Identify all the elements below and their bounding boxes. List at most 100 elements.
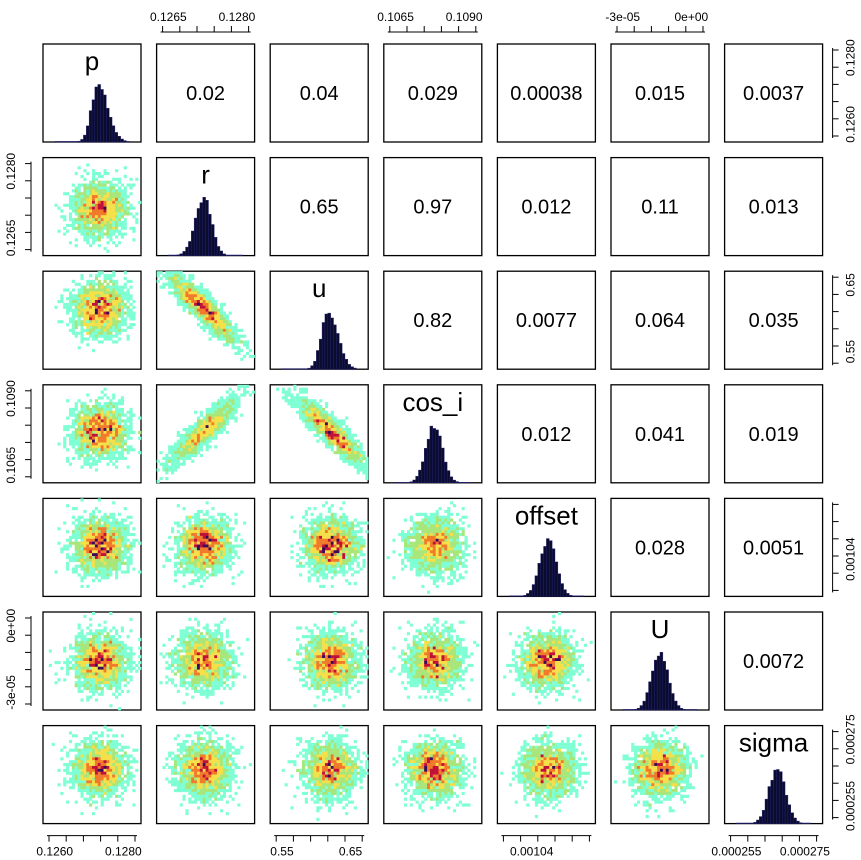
density-cell	[313, 550, 317, 554]
density-cell	[86, 308, 90, 312]
density-cell	[217, 640, 221, 644]
density-cell	[103, 288, 107, 292]
density-cell	[120, 626, 124, 630]
density-cell	[103, 684, 107, 688]
density-cell	[109, 521, 113, 525]
density-cell	[194, 669, 198, 673]
density-cell	[100, 532, 104, 537]
density-cell	[63, 288, 67, 292]
density-cell	[80, 681, 84, 685]
density-cell	[83, 530, 87, 534]
density-cell	[103, 246, 107, 251]
density-cell	[441, 518, 445, 522]
density-cell	[106, 448, 110, 452]
density-cell	[324, 410, 329, 414]
density-cell	[97, 186, 101, 190]
density-cell	[86, 221, 90, 225]
density-cell	[327, 532, 331, 537]
density-cell	[117, 655, 122, 659]
density-cell	[117, 422, 122, 426]
density-cell	[208, 684, 212, 688]
density-cell	[438, 532, 442, 537]
density-cell	[100, 404, 104, 409]
density-cell	[57, 527, 61, 531]
density-cell	[196, 512, 201, 516]
hist-bar	[219, 250, 223, 256]
density-cell	[92, 550, 96, 554]
density-cell	[421, 564, 425, 568]
density-cell	[63, 232, 67, 236]
density-cell	[77, 541, 81, 545]
density-cell	[196, 640, 201, 644]
density-cell	[432, 558, 436, 563]
density-cell	[83, 300, 87, 304]
density-cell	[447, 553, 451, 557]
density-cell	[211, 564, 215, 568]
density-cell	[237, 556, 241, 560]
density-cell	[353, 544, 357, 548]
density-cell	[199, 314, 203, 318]
density-cell	[129, 649, 133, 653]
density-cell	[455, 527, 459, 531]
density-cell	[89, 226, 93, 230]
density-cell	[185, 439, 189, 443]
density-cell	[120, 328, 124, 332]
density-cell	[438, 527, 442, 531]
density-cell	[234, 410, 238, 414]
density-cell	[322, 544, 326, 548]
density-cell	[132, 206, 136, 210]
density-cell	[185, 532, 189, 537]
density-cell	[103, 232, 107, 236]
density-cell	[214, 425, 218, 429]
density-cell	[97, 279, 101, 283]
density-cell	[287, 390, 291, 394]
density-cell	[339, 445, 343, 449]
density-cell	[322, 573, 326, 577]
density-cell	[202, 308, 206, 312]
density-cell	[109, 704, 113, 708]
density-cell	[185, 436, 189, 440]
density-cell	[217, 658, 221, 662]
density-cell	[176, 285, 180, 289]
density-cell	[199, 442, 203, 446]
panel-r4-c4: offset	[496, 497, 597, 598]
density-cell	[117, 328, 122, 332]
density-cell	[71, 294, 75, 298]
density-cell	[123, 661, 127, 665]
density-cell	[115, 206, 119, 210]
density-cell	[89, 422, 93, 426]
density-cell	[173, 535, 178, 540]
density-cell	[452, 521, 457, 525]
density-cell	[106, 640, 110, 644]
density-cell	[415, 538, 419, 542]
density-cell	[129, 425, 133, 429]
density-cell	[222, 541, 227, 545]
panel-frame	[383, 43, 483, 143]
density-cell	[211, 558, 215, 563]
density-cell	[441, 541, 445, 545]
density-cell	[123, 535, 127, 540]
density-cell	[71, 206, 75, 210]
density-cell	[80, 302, 84, 307]
density-cell	[103, 640, 107, 644]
density-cell	[196, 515, 201, 519]
density-cell	[248, 393, 252, 397]
density-cell	[123, 189, 127, 193]
density-cell	[115, 643, 119, 647]
density-cell	[86, 532, 90, 537]
density-cell	[185, 556, 189, 560]
density-cell	[106, 337, 110, 341]
density-cell	[74, 556, 78, 560]
density-cell	[77, 655, 81, 659]
density-cell	[345, 428, 349, 432]
density-cell	[115, 282, 119, 286]
density-cell	[196, 535, 201, 540]
density-cell	[432, 567, 436, 571]
density-cell	[339, 518, 343, 522]
density-cell	[89, 632, 93, 636]
density-cell	[196, 666, 201, 670]
density-cell	[123, 541, 127, 545]
density-cell	[427, 538, 431, 542]
density-cell	[89, 518, 93, 522]
density-cell	[208, 666, 212, 670]
